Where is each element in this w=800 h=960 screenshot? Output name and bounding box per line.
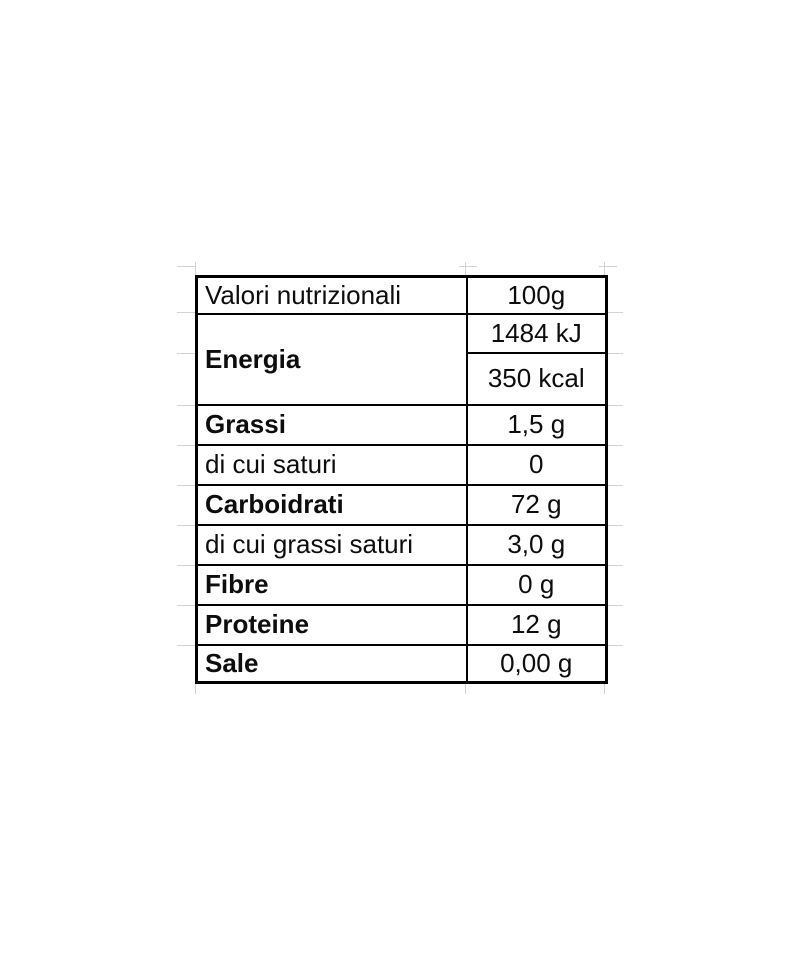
gridline-stub	[604, 262, 605, 275]
gridline-stub	[605, 645, 623, 646]
table-row-energia-kj: Energia 1484 kJ	[195, 312, 608, 406]
proteine-value-cell: 12 g	[465, 603, 608, 646]
gridline-stub	[465, 262, 466, 275]
gridline-stub	[605, 525, 623, 526]
gridline-stub	[177, 645, 195, 646]
gridline-stub	[177, 605, 195, 606]
gridline-stub	[177, 353, 195, 354]
table-row-carboidrati: Carboidrati 72 g	[195, 483, 608, 526]
gridline-stub	[177, 485, 195, 486]
sale-label-cell: Sale	[195, 643, 468, 684]
table-row-grassi: Grassi 1,5 g	[195, 403, 608, 446]
fibre-label-cell: Fibre	[195, 563, 468, 606]
gridline-stub	[605, 312, 623, 313]
sale-value-cell: 0,00 g	[465, 643, 608, 684]
gridline-stub	[177, 312, 195, 313]
di-cui-saturi-value-cell: 0	[465, 443, 608, 486]
header-label-cell: Valori nutrizionali	[195, 275, 468, 315]
gridline-stub	[605, 485, 623, 486]
gridline-stub	[599, 266, 617, 267]
table-row-di-cui-grassi-saturi: di cui grassi saturi 3,0 g	[195, 523, 608, 566]
table-row-header: Valori nutrizionali 100g	[195, 275, 608, 315]
carboidrati-value-cell: 72 g	[465, 483, 608, 526]
table-row-proteine: Proteine 12 g	[195, 603, 608, 646]
gridline-stub	[605, 445, 623, 446]
gridline-stub	[605, 353, 623, 354]
fibre-value-cell: 0 g	[465, 563, 608, 606]
gridline-stub	[177, 266, 195, 267]
gridline-stub	[459, 266, 477, 267]
di-cui-saturi-label-cell: di cui saturi	[195, 443, 468, 486]
grassi-label-cell: Grassi	[195, 403, 468, 446]
energia-kcal-value-cell: 350 kcal	[465, 351, 608, 406]
gridline-stub	[605, 405, 623, 406]
nutrition-table: Valori nutrizionali 100g Energia 1484 kJ…	[195, 275, 608, 684]
gridline-stub	[465, 681, 466, 694]
gridline-stub	[604, 681, 605, 694]
gridline-stub	[177, 405, 195, 406]
table-row-sale: Sale 0,00 g	[195, 643, 608, 684]
carboidrati-label-cell: Carboidrati	[195, 483, 468, 526]
table-row-fibre: Fibre 0 g	[195, 563, 608, 606]
di-cui-grassi-saturi-label-cell: di cui grassi saturi	[195, 523, 468, 566]
gridline-stub	[177, 445, 195, 446]
gridline-stub	[177, 525, 195, 526]
gridline-stub	[195, 681, 196, 694]
table-row-di-cui-saturi: di cui saturi 0	[195, 443, 608, 486]
gridline-stub	[177, 565, 195, 566]
gridline-stub	[605, 605, 623, 606]
proteine-label-cell: Proteine	[195, 603, 468, 646]
gridline-stub	[605, 565, 623, 566]
energia-label-cell: Energia	[195, 312, 468, 406]
gridline-stub	[195, 262, 196, 275]
energia-kj-value-cell: 1484 kJ	[465, 312, 608, 354]
table-row-energia-kcal: 350 kcal	[197, 351, 608, 406]
di-cui-grassi-saturi-value-cell: 3,0 g	[465, 523, 608, 566]
grassi-value-cell: 1,5 g	[465, 403, 608, 446]
header-amount-cell: 100g	[465, 275, 608, 315]
